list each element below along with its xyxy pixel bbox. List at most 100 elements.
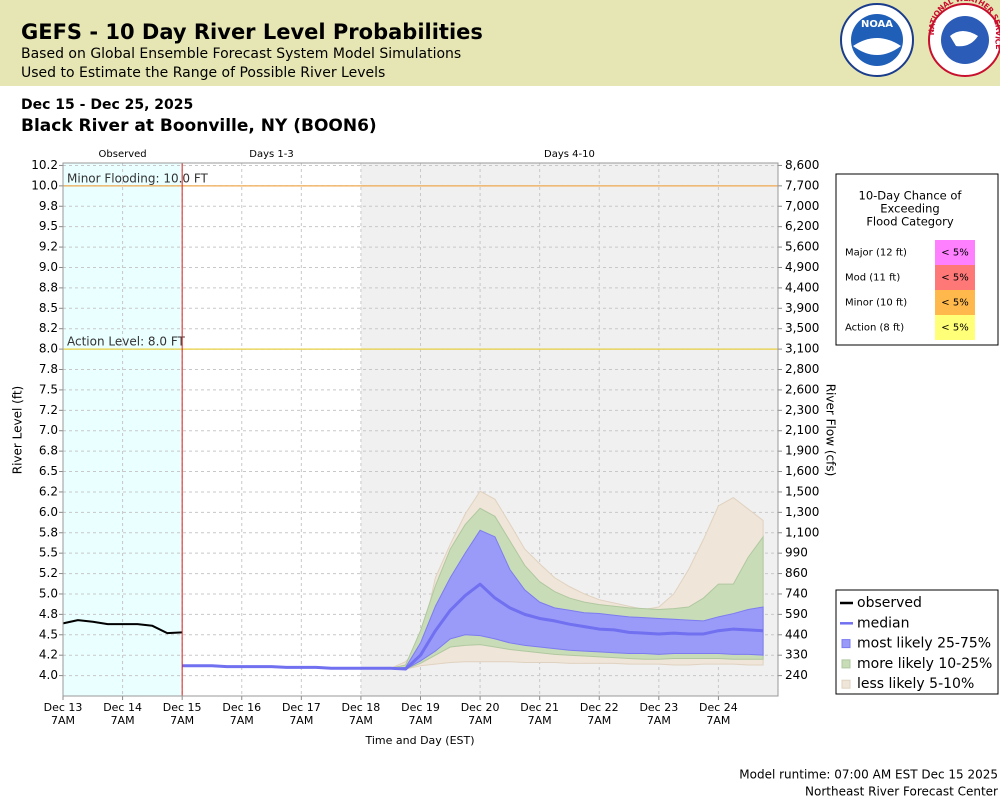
flood-category: Action (8 ft) [845, 323, 904, 334]
date-range: Dec 15 - Dec 25, 2025 [21, 97, 193, 113]
y2-tick-label: 2,300 [785, 403, 819, 417]
location: Black River at Boonville, NY (BOON6) [21, 116, 377, 136]
footer-center: Northeast River Forecast Center [805, 785, 998, 799]
x-tick-time: 7AM [111, 714, 135, 727]
y-tick-label: 9.0 [39, 260, 58, 274]
legend-box [835, 589, 999, 695]
legend-swatch [841, 679, 851, 689]
footer-runtime: Model runtime: 07:00 AM EST Dec 15 2025 [739, 768, 998, 782]
y2-tick-label: 860 [785, 566, 808, 580]
x-tick-label: Dec 17 [282, 701, 321, 714]
y2-tick-label: 740 [785, 586, 808, 600]
series-line [62, 619, 183, 635]
x-tick-label: Dec 19 [401, 701, 440, 714]
y-tick-label: 5.2 [39, 566, 58, 580]
x-tick-label: Dec 21 [520, 701, 559, 714]
noaa-logo: NOAA [840, 3, 914, 77]
y2-tick-label: 3,900 [785, 301, 819, 315]
y2-tick-label: 240 [785, 668, 808, 682]
flood-category: Mod (11 ft) [845, 273, 900, 284]
x-tick-label: Dec 15 [163, 701, 202, 714]
y-tick-label: 4.8 [39, 607, 58, 621]
x-tick-time: 7AM [587, 714, 611, 727]
threshold-label: Action Level: 8.0 FT [67, 335, 186, 349]
flood-table-title: 10-Day Chance of [859, 189, 963, 203]
flood-chance-cell [935, 265, 975, 290]
y-tick-label: 6.5 [39, 464, 58, 478]
legend-label: median [857, 615, 909, 631]
period-background [182, 163, 361, 696]
x-axis-label: Time and Day (EST) [364, 734, 474, 747]
y2-tick-label: 1,900 [785, 444, 819, 458]
x-tick-label: Dec 16 [222, 701, 261, 714]
x-tick-time: 7AM [51, 714, 75, 727]
y2-axis-label: River Flow (cfs) [824, 384, 838, 477]
page-title: GEFS - 10 Day River Level Probabilities [21, 20, 483, 44]
subtitle: Based on Global Ensemble Forecast System… [21, 46, 461, 62]
legend-label: more likely 10-25% [857, 656, 992, 672]
y2-tick-label: 2,100 [785, 423, 819, 437]
y-tick-label: 8.0 [39, 342, 58, 356]
y2-tick-label: 5,600 [785, 240, 819, 254]
series-line [182, 582, 764, 671]
y-axis-label: River Level (ft) [11, 386, 25, 474]
y2-tick-label: 1,600 [785, 464, 819, 478]
y-tick-label: 10.0 [31, 178, 58, 192]
header-band [0, 0, 1000, 86]
plot-frame [62, 162, 779, 697]
y2-tick-label: 990 [785, 546, 808, 560]
y-tick-label: 7.8 [39, 362, 58, 376]
threshold-label: Minor Flooding: 10.0 FT [67, 171, 209, 185]
period-label: Days 4-10 [544, 149, 595, 160]
y-tick-label: 7.0 [39, 423, 58, 437]
y2-tick-label: 4,400 [785, 280, 819, 294]
flood-table-title: Exceeding [880, 202, 939, 216]
flood-table-title: Flood Category [866, 215, 954, 229]
x-tick-label: Dec 22 [580, 701, 619, 714]
y-tick-label: 7.2 [39, 403, 58, 417]
y-tick-label: 9.5 [39, 219, 58, 233]
y-tick-label: 4.5 [39, 627, 58, 641]
y2-tick-label: 3,500 [785, 321, 819, 335]
flood-chance: < 5% [941, 248, 968, 259]
y-tick-label: 10.2 [31, 158, 58, 172]
flood-chance-cell [935, 315, 975, 340]
flood-category: Minor (10 ft) [845, 298, 907, 309]
period-label: Days 1-3 [249, 149, 293, 160]
y2-tick-label: 2,800 [785, 362, 819, 376]
x-tick-label: Dec 18 [342, 701, 381, 714]
y-tick-label: 5.0 [39, 586, 58, 600]
legend-swatch [841, 659, 851, 669]
y2-tick-label: 8,600 [785, 158, 819, 172]
x-tick-label: Dec 13 [44, 701, 83, 714]
x-tick-label: Dec 24 [699, 701, 738, 714]
x-tick-label: Dec 20 [461, 701, 500, 714]
x-tick-time: 7AM [230, 714, 254, 727]
legend-label: most likely 25-75% [857, 636, 991, 652]
subtitle: Used to Estimate the Range of Possible R… [21, 65, 385, 81]
flood-chance: < 5% [941, 323, 968, 334]
flood-chance: < 5% [941, 298, 968, 309]
x-tick-label: Dec 23 [639, 701, 678, 714]
flood-chance-cell [935, 290, 975, 315]
x-tick-time: 7AM [170, 714, 194, 727]
x-tick-label: Dec 14 [103, 701, 142, 714]
x-tick-time: 7AM [528, 714, 552, 727]
y-tick-label: 6.0 [39, 505, 58, 519]
flood-chance-cell [935, 240, 975, 265]
y-tick-label: 6.8 [39, 444, 58, 458]
x-tick-time: 7AM [468, 714, 492, 727]
y-tick-label: 8.2 [39, 321, 58, 335]
y-tick-label: 8.8 [39, 280, 58, 294]
flood-chance: < 5% [941, 273, 968, 284]
legend-swatch [841, 639, 851, 649]
y2-tick-label: 2,600 [785, 382, 819, 396]
y-tick-label: 9.2 [39, 240, 58, 254]
period-label: Observed [99, 149, 147, 160]
y2-tick-label: 440 [785, 627, 808, 641]
y2-tick-label: 3,100 [785, 342, 819, 356]
y2-tick-label: 7,000 [785, 199, 819, 213]
nws-logo: NATIONAL WEATHER SERVICE [927, 0, 1000, 77]
legend-label: observed [857, 595, 922, 611]
